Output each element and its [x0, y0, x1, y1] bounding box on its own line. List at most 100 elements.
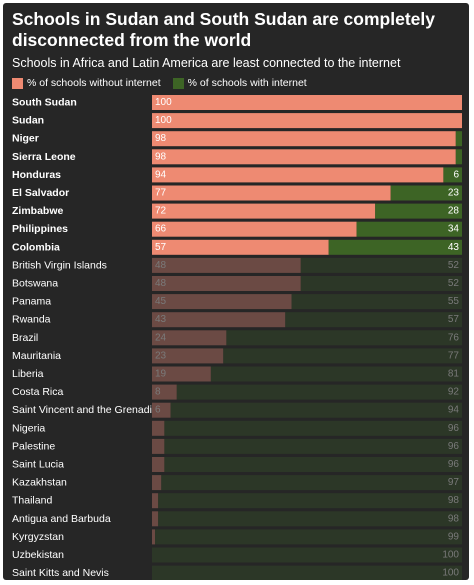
bar-without-internet: [152, 149, 456, 165]
bar-without-internet: [152, 493, 159, 509]
category-label: Honduras: [12, 169, 61, 181]
bar-without-internet: [152, 203, 376, 219]
value-label-with: 94: [448, 405, 460, 416]
legend: % of schools without internet % of schoo…: [12, 76, 319, 90]
bar-with-internet: [155, 529, 462, 545]
bar-without-internet: [152, 402, 171, 418]
bar-with-internet: [300, 276, 462, 291]
chart-title: Schools in Sudan and South Sudan are com…: [12, 9, 435, 50]
category-label: Saint Vincent and the Grenadines: [12, 404, 169, 416]
legend-item-without: % of schools without internet: [12, 77, 161, 89]
bar-with-internet: [291, 294, 462, 310]
bar-with-internet: [161, 475, 463, 491]
value-label-without: 24: [155, 332, 167, 343]
value-label-without: 48: [155, 260, 167, 271]
value-label-without: 94: [155, 169, 167, 180]
bar-with-internet: [164, 420, 462, 436]
bar-without-internet: [152, 113, 462, 129]
value-label-without: 98: [155, 151, 167, 162]
legend-swatch-without: [12, 77, 23, 89]
category-label: Thailand: [12, 495, 52, 507]
category-label: Panama: [12, 296, 51, 308]
bar-with-internet: [176, 384, 463, 400]
category-label: Kyrgyzstan: [12, 531, 64, 543]
value-label-without: 8: [155, 387, 161, 398]
category-label: Sierra Leone: [12, 151, 76, 163]
value-label-without: 66: [155, 224, 167, 235]
category-label: Costa Rica: [12, 386, 64, 398]
value-label-with: 34: [448, 224, 460, 235]
category-label: Saint Kitts and Nevis: [12, 567, 109, 579]
bar-with-internet: [223, 348, 462, 364]
value-label-without: 48: [155, 278, 167, 289]
value-label-with: 96: [448, 459, 460, 470]
bar-without-internet: [152, 257, 301, 273]
value-label-without: 45: [155, 296, 167, 307]
value-label-without: 100: [155, 97, 172, 108]
bar-without-internet: [152, 438, 165, 454]
category-label: Colombia: [12, 241, 60, 253]
category-label: British Virgin Islands: [12, 259, 107, 271]
value-label-without: 57: [155, 242, 167, 253]
bar-with-internet: [164, 438, 462, 454]
bar-without-internet: [152, 221, 357, 237]
category-label: Nigeria: [12, 422, 45, 434]
value-label-with: 77: [448, 350, 460, 361]
bar-with-internet: [152, 547, 462, 563]
value-label-with: 52: [448, 278, 460, 289]
legend-label-without: % of schools without internet: [27, 77, 161, 89]
legend-label-with: % of schools with internet: [187, 77, 307, 89]
category-label: Kazakhstan: [12, 477, 67, 489]
value-label-with: 100: [442, 550, 459, 561]
bar-without-internet: [152, 294, 292, 310]
bar-with-internet: [285, 312, 462, 328]
bar-without-internet: [152, 95, 462, 110]
value-label-with: 81: [448, 369, 460, 380]
value-label-with: 57: [448, 314, 460, 325]
value-label-with: 76: [448, 332, 460, 343]
bar-with-internet: [158, 511, 462, 527]
value-label-without: 6: [155, 405, 161, 416]
bar-with-internet: [455, 131, 462, 147]
value-label-without: 72: [155, 206, 167, 217]
bar-without-internet: [152, 239, 329, 255]
bar-with-internet: [226, 330, 462, 346]
value-label-with: 92: [448, 387, 460, 398]
bar-without-internet: [152, 475, 162, 491]
category-label: Mauritania: [12, 350, 61, 362]
bar-with-internet: [300, 257, 462, 273]
bar-without-internet: [152, 312, 286, 328]
value-label-with: 52: [448, 260, 460, 271]
category-label: South Sudan: [12, 97, 77, 109]
value-label-without: 23: [155, 350, 167, 361]
bar-without-internet: [152, 366, 211, 382]
value-label-without: 19: [155, 369, 167, 380]
value-label-with: 97: [448, 477, 460, 488]
category-label: Brazil: [12, 332, 38, 344]
category-label: Sudan: [12, 115, 44, 127]
bar-without-internet: [152, 384, 177, 400]
value-label-with: 96: [448, 441, 460, 452]
bar-with-internet: [170, 402, 462, 418]
value-label-with: 43: [448, 242, 460, 253]
chart-panel: Schools in Sudan and South Sudan are com…: [3, 3, 469, 580]
value-label-with: 28: [448, 206, 460, 217]
category-label: Botswana: [12, 278, 58, 290]
bar-without-internet: [152, 185, 391, 201]
legend-item-with: % of schools with internet: [172, 77, 307, 89]
category-label: Saint Lucia: [12, 459, 64, 471]
category-label: Palestine: [12, 440, 55, 452]
value-label-with: 98: [448, 495, 460, 506]
bar-without-internet: [152, 167, 444, 183]
category-label: El Salvador: [12, 187, 69, 199]
value-label-with: 23: [448, 188, 460, 199]
value-label-without: 43: [155, 314, 167, 325]
bar-without-internet: [152, 348, 224, 364]
bar-with-internet: [152, 565, 462, 580]
chart-subtitle: Schools in Africa and Latin America are …: [12, 56, 401, 70]
value-label-with: 96: [448, 423, 460, 434]
legend-swatch-with: [172, 77, 184, 89]
category-label: Niger: [12, 133, 39, 145]
bar-with-internet: [390, 185, 462, 201]
value-label-with: 100: [442, 568, 459, 579]
